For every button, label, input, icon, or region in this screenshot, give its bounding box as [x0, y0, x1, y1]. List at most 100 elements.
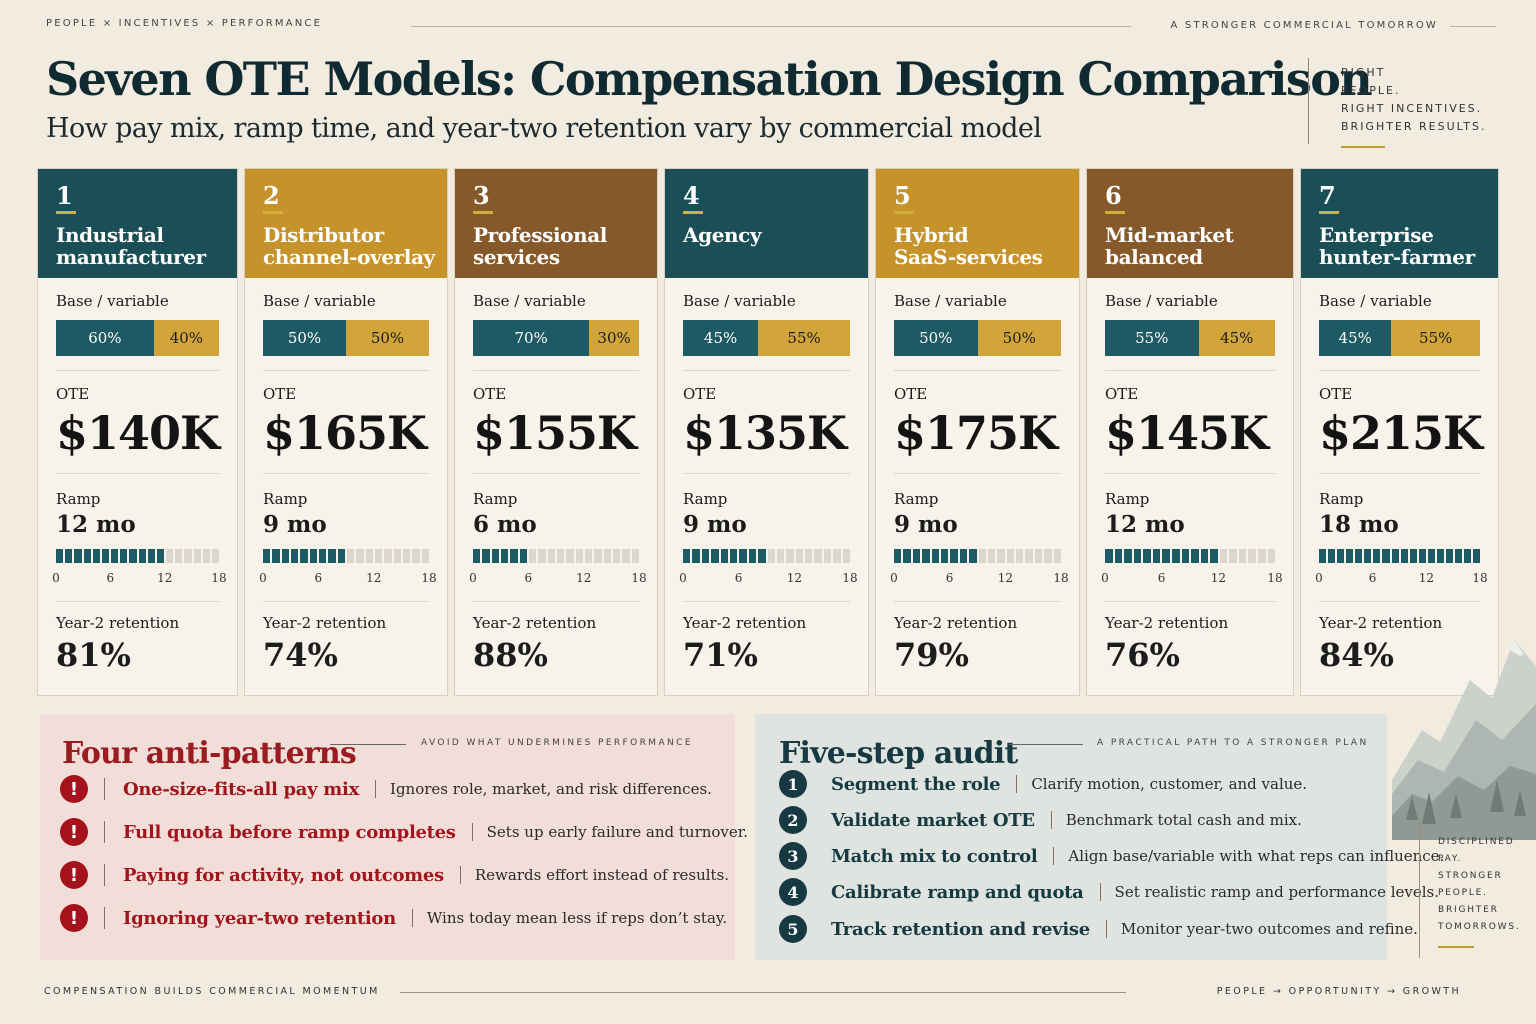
- ramp-segment: [1025, 549, 1033, 563]
- ramp-segment: [1355, 549, 1363, 563]
- divider: [56, 473, 219, 474]
- model-name: services: [473, 245, 560, 269]
- variable-segment: 55%: [1391, 320, 1480, 356]
- ramp-segment: [1191, 549, 1199, 563]
- ramp-segment: [1034, 549, 1043, 563]
- ramp-segment: [1454, 549, 1462, 563]
- ramp-scale: 0 6 12 18: [259, 571, 436, 587]
- divider: [683, 370, 850, 371]
- ramp-segment: [683, 549, 691, 563]
- ramp-tick: 12: [997, 571, 1014, 585]
- audit-step-desc: Monitor year-two outcomes and refine.: [1120, 920, 1418, 938]
- model-name: Mid-market: [1105, 223, 1234, 247]
- ramp-segment: [612, 549, 621, 563]
- divider: [459, 866, 461, 884]
- ramp-meter: [263, 549, 429, 563]
- ramp-tick: 6: [1157, 571, 1166, 585]
- ramp-segment: [720, 549, 728, 563]
- tagline-line: BRIGHTER RESULTS.: [1341, 120, 1487, 133]
- anti-pattern-desc: Rewards effort instead of results.: [474, 866, 730, 884]
- ramp-segment: [903, 549, 911, 563]
- divider: [683, 601, 850, 602]
- model-name: channel-overlay: [263, 245, 435, 269]
- ramp-tick: 12: [157, 571, 173, 585]
- divider: [104, 864, 105, 886]
- divider: [894, 601, 1061, 602]
- ramp-segment: [1328, 549, 1336, 563]
- model-number-accent: [56, 211, 76, 214]
- pay-mix-bar: 55% 45%: [1105, 320, 1275, 356]
- model-card-body: Base / variable 45% 55% OTE $135K Ramp 9…: [665, 278, 868, 674]
- model-name: Hybrid: [894, 223, 969, 247]
- ramp-segment: [1133, 549, 1142, 563]
- retention-label: Year-2 retention: [473, 614, 597, 632]
- model-name: Industrial: [56, 223, 164, 247]
- divider: [104, 778, 105, 800]
- ramp-segment: [65, 549, 73, 563]
- ramp-label: Ramp: [683, 490, 728, 508]
- ramp-segment: [1171, 549, 1180, 563]
- ramp-segment: [365, 549, 373, 563]
- ramp-tick: 12: [366, 571, 382, 585]
- ramp-segment: [1400, 549, 1408, 563]
- ramp-segment: [1210, 549, 1218, 563]
- ramp-segment: [922, 549, 930, 563]
- pay-mix-bar: 50% 50%: [263, 320, 429, 356]
- ramp-segment: [1229, 549, 1237, 563]
- base-segment: 55%: [1105, 320, 1199, 356]
- base-segment: 50%: [263, 320, 346, 356]
- ramp-segment: [211, 549, 220, 563]
- anti-pattern-title: Full quota before ramp completes: [123, 821, 456, 843]
- audit-kicker: A PRACTICAL PATH TO A STRONGER PLAN: [1097, 738, 1369, 748]
- ramp-segment: [1464, 549, 1472, 563]
- anti-pattern-desc: Ignores role, market, and risk differenc…: [390, 780, 712, 798]
- pay-mix-bar: 60% 40%: [56, 320, 219, 356]
- variable-segment: 45%: [1198, 320, 1275, 356]
- pay-mix-bar: 45% 55%: [1319, 320, 1480, 356]
- ramp-segment: [940, 549, 949, 563]
- ramp-label: Ramp: [894, 490, 939, 508]
- ramp-segment: [842, 549, 851, 563]
- alert-icon: !: [60, 904, 88, 932]
- ramp-segment: [337, 549, 345, 563]
- ramp-segment: [1445, 549, 1453, 563]
- model-number: 4: [683, 181, 700, 210]
- divider: [1050, 811, 1052, 829]
- ote-value: $155K: [473, 406, 637, 460]
- step-number-badge: 1: [779, 770, 807, 798]
- ramp-segment: [739, 549, 747, 563]
- ramp-segment: [318, 549, 327, 563]
- ramp-tick: 6: [1368, 571, 1377, 585]
- model-number-accent: [683, 211, 703, 214]
- divider: [471, 823, 473, 841]
- ramp-segment: [987, 549, 996, 563]
- ramp-segment: [346, 549, 355, 563]
- ramp-segment: [786, 549, 794, 563]
- model-number-accent: [263, 211, 283, 214]
- ramp-segment: [166, 549, 174, 563]
- ramp-segment: [959, 549, 968, 563]
- sidenote-line: DISCIPLINED: [1438, 837, 1515, 847]
- model-number: 2: [263, 181, 280, 210]
- ramp-value: 6 mo: [473, 511, 537, 538]
- mix-label: Base / variable: [683, 292, 796, 310]
- ramp-segment: [1006, 549, 1015, 563]
- audit-step: 4 Calibrate ramp and quota Set realistic…: [779, 878, 1439, 906]
- ramp-value: 18 mo: [1319, 511, 1399, 538]
- ramp-segment: [129, 549, 137, 563]
- model-number: 3: [473, 181, 490, 210]
- ramp-segment: [1346, 549, 1354, 563]
- anti-pattern-title: Ignoring year-two retention: [123, 907, 396, 929]
- anti-pattern-item: ! One-size-fits-all pay mix Ignores role…: [60, 774, 712, 804]
- variable-segment: 50%: [977, 320, 1061, 356]
- ramp-label: Ramp: [263, 490, 308, 508]
- divider: [473, 601, 639, 602]
- ramp-segment: [1248, 549, 1256, 563]
- retention-label: Year-2 retention: [1319, 614, 1443, 632]
- ramp-tick: 0: [1315, 571, 1323, 585]
- retention-value: 74%: [263, 636, 338, 674]
- model-name: Enterprise: [1319, 223, 1434, 247]
- model-card-header: 2 Distributor channel-overlay: [245, 169, 447, 278]
- model-name: Professional: [473, 223, 607, 247]
- ramp-segment: [969, 549, 977, 563]
